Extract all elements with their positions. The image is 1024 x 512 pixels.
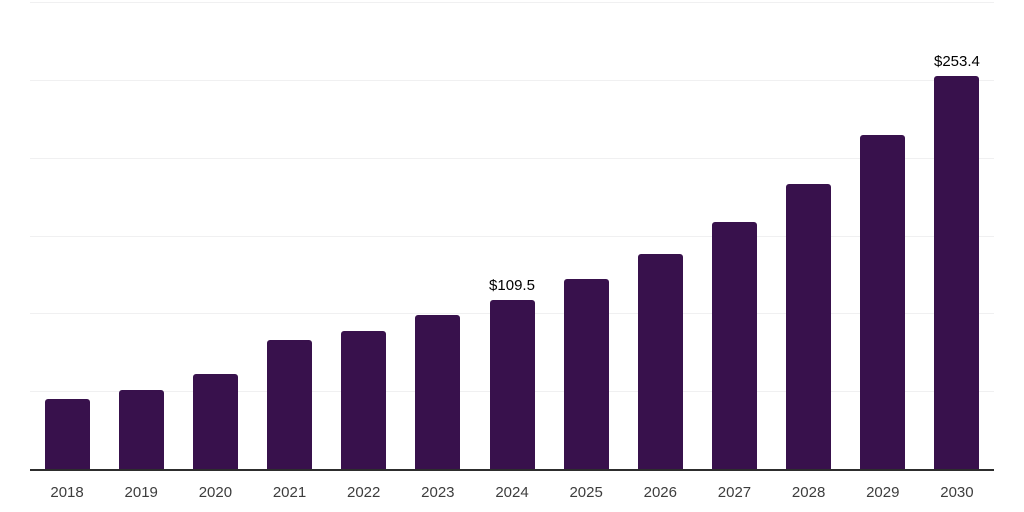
x-axis-tick-label: 2030 [940,484,974,501]
gridline [30,79,994,81]
bar [934,75,980,470]
bar [118,390,164,470]
bar [341,331,387,470]
bar [563,278,609,470]
x-axis-tick-label: 2023 [421,484,455,501]
bar [267,340,313,470]
x-axis-tick-label: 2019 [124,484,158,501]
bar [786,184,832,470]
x-axis-tick-label: 2025 [569,484,603,501]
bar [415,315,461,470]
x-axis-tick-label: 2020 [198,484,233,501]
gridline [30,235,994,237]
bar-value-label: $109.5 [489,276,535,294]
bar [489,299,535,470]
bar [860,135,906,470]
bar [637,253,683,470]
x-axis: 2018 2019 2020 2021 2022 2023 2024 2025 2026 2027… [30,484,994,504]
bar [192,373,238,470]
bar-value-label: $253.4 [933,52,980,70]
x-axis-line [30,469,994,471]
x-axis-tick-label: 2018 [50,484,84,501]
x-axis-tick-label: 2028 [791,484,826,501]
x-axis-tick-label: 2021 [272,484,307,501]
bar [711,221,757,470]
gridline [30,2,994,3]
x-axis-tick-label: 2026 [643,484,677,501]
x-axis-tick-label: 2022 [347,484,381,501]
plot-area: $109.5 $253.4 [30,2,994,471]
bar [44,399,90,470]
gridline [30,157,994,159]
x-axis-tick-label: 2027 [717,484,752,501]
x-axis-tick-label: 2024 [495,484,529,501]
x-axis-tick-label: 2029 [866,484,900,501]
